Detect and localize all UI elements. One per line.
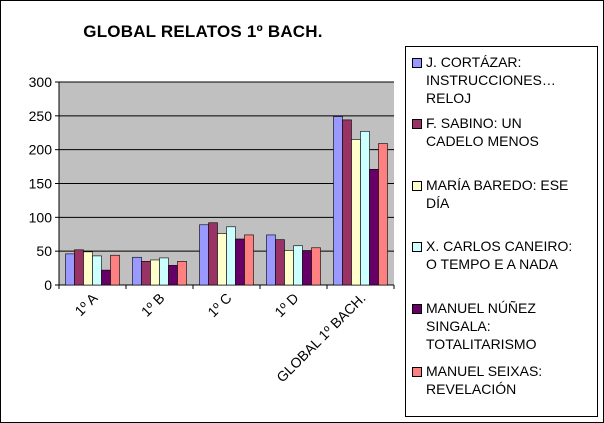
y-tick-label: 250	[29, 108, 53, 124]
bar	[83, 251, 93, 286]
bar	[74, 249, 84, 286]
x-tick-label: 1º B	[138, 290, 168, 320]
bar	[351, 139, 361, 286]
x-tick-label: 1º D	[271, 290, 301, 320]
bar	[199, 224, 209, 286]
bar	[92, 255, 102, 286]
bar	[275, 239, 285, 286]
legend-label-cortazar: J. CORTÁZAR: INSTRUCCIONES… RELOJ	[426, 54, 556, 106]
legend-swatch-cortazar	[412, 58, 422, 68]
y-tick-label: 200	[29, 142, 53, 158]
bar	[369, 168, 379, 286]
x-tick-label: 1º C	[204, 290, 234, 320]
bar	[244, 234, 254, 286]
legend-label-nunez: MANUEL NÚÑEZ SINGALA: TOTALITARISMO	[426, 300, 537, 352]
bar	[65, 253, 75, 286]
bar	[360, 131, 370, 286]
x-tick-label: 1º A	[71, 289, 101, 319]
bar	[110, 254, 120, 286]
legend-swatch-caneiro	[412, 242, 422, 252]
bar	[217, 233, 227, 286]
bar	[235, 238, 245, 286]
bar	[177, 261, 187, 286]
bar	[226, 226, 236, 286]
legend-label-seixas: MANUEL SEIXAS: REVELACIÓN	[426, 363, 543, 397]
legend-swatch-nunez	[412, 304, 422, 314]
bar	[266, 234, 276, 286]
bar	[311, 247, 321, 286]
bar	[101, 269, 111, 286]
legend-label-sabino: F. SABINO: UN CADELO MENOS	[426, 115, 539, 149]
legend-swatch-seixas	[412, 367, 422, 377]
y-tick-label: 150	[29, 176, 53, 192]
bar	[208, 222, 218, 286]
bar	[132, 256, 142, 286]
legend-swatch-baredo	[412, 181, 422, 191]
bar	[302, 250, 312, 286]
y-tick-label: 100	[29, 209, 53, 225]
bar	[293, 245, 303, 286]
bar	[284, 250, 294, 286]
legend-label-baredo: MARÍA BAREDO: ESE DÍA	[426, 177, 569, 211]
bar	[342, 119, 352, 286]
legend-swatch-sabino	[412, 119, 422, 129]
bar	[378, 143, 388, 286]
y-tick-label: 0	[44, 277, 52, 293]
bar	[168, 265, 178, 286]
y-tick-label: 300	[29, 74, 53, 90]
bar	[141, 261, 151, 286]
bar	[159, 257, 169, 286]
bar	[333, 116, 343, 286]
bar	[150, 259, 160, 286]
legend-label-caneiro: X. CARLOS CANEIRO: O TEMPO E A NADA	[426, 238, 573, 272]
legend: J. CORTÁZAR: INSTRUCCIONES… RELOJ F. SAB…	[405, 46, 598, 417]
y-tick-label: 50	[36, 243, 52, 259]
chart-title: GLOBAL RELATOS 1º BACH.	[83, 22, 323, 41]
